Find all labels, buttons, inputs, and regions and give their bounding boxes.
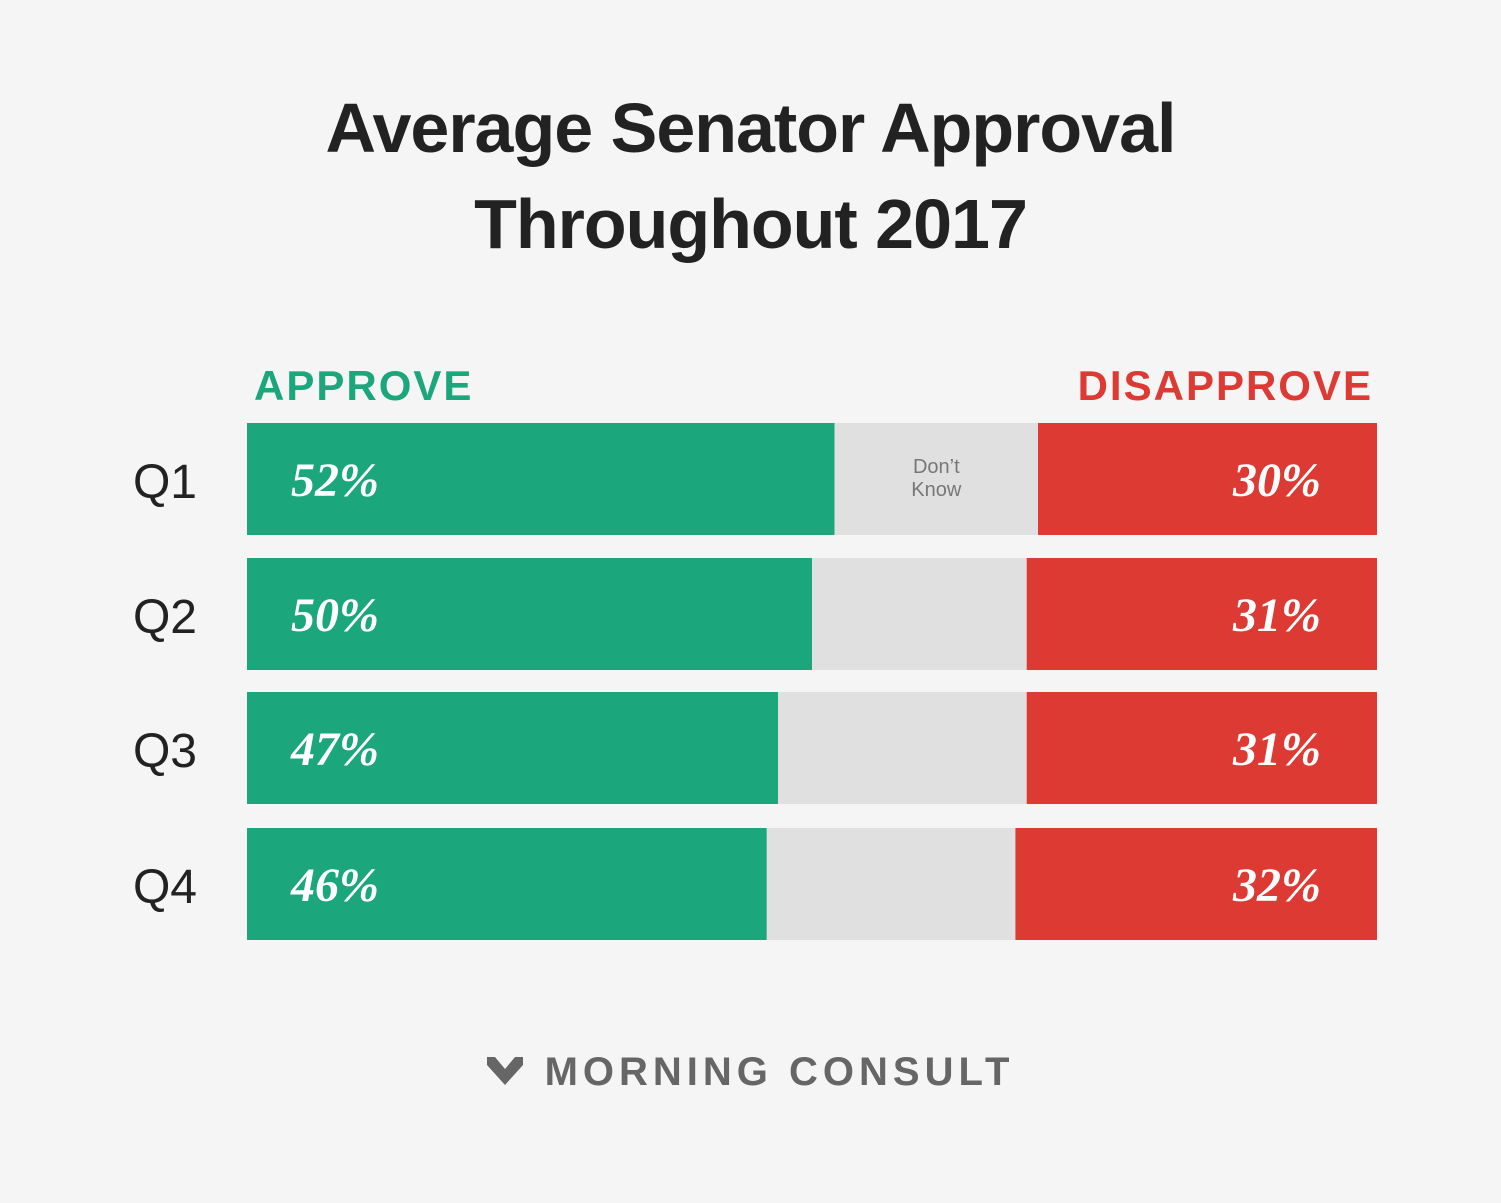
footer: MORNING CONSULT (0, 1050, 1501, 1095)
chart-title: Average Senator Approval Throughout 2017 (0, 80, 1501, 272)
data-label-disapprove-q4: 32% (1232, 859, 1321, 912)
bar-disapprove-q1 (1038, 423, 1377, 535)
bar-approve-q3 (247, 692, 779, 804)
morning-consult-chevron-icon (486, 1056, 523, 1085)
data-label-approve-q1: 52% (291, 454, 379, 507)
data-label-approve-q2: 50% (291, 589, 379, 642)
data-label-approve-q4: 46% (290, 859, 379, 912)
bar-disapprove-q3 (1026, 692, 1377, 804)
legend-disapprove: DISAPPROVE (1077, 362, 1373, 409)
data-label-approve-q3: 47% (290, 723, 379, 776)
category-label-q1: Q1 (133, 456, 197, 509)
data-label-disapprove-q1: 30% (1232, 454, 1321, 507)
dont-know-label-line-2: Know (911, 479, 962, 501)
legend-approve: APPROVE (254, 362, 474, 409)
chart-title-line-2: Throughout 2017 (474, 185, 1028, 263)
category-label-q3: Q3 (133, 725, 197, 778)
data-label-disapprove-q3: 31% (1232, 723, 1321, 776)
bar-dont-know-q2 (812, 558, 1027, 670)
category-label-q4: Q4 (133, 861, 197, 914)
bar-disapprove-q2 (1026, 558, 1377, 670)
data-label-disapprove-q2: 31% (1232, 589, 1321, 642)
category-label-q2: Q2 (133, 591, 197, 644)
bar-approve-q1 (247, 423, 835, 535)
bar-dont-know-q4 (766, 828, 1016, 940)
chart-title-line-1: Average Senator Approval (325, 89, 1177, 167)
bar-approve-q2 (247, 558, 812, 670)
bar-dont-know-q1 (834, 423, 1038, 535)
dont-know-label-line-1: Don’t (913, 456, 960, 478)
bar-approve-q4 (247, 828, 767, 940)
brand-name: MORNING CONSULT (544, 1050, 1015, 1094)
bar-disapprove-q4 (1015, 828, 1377, 940)
bar-dont-know-q3 (778, 692, 1027, 804)
